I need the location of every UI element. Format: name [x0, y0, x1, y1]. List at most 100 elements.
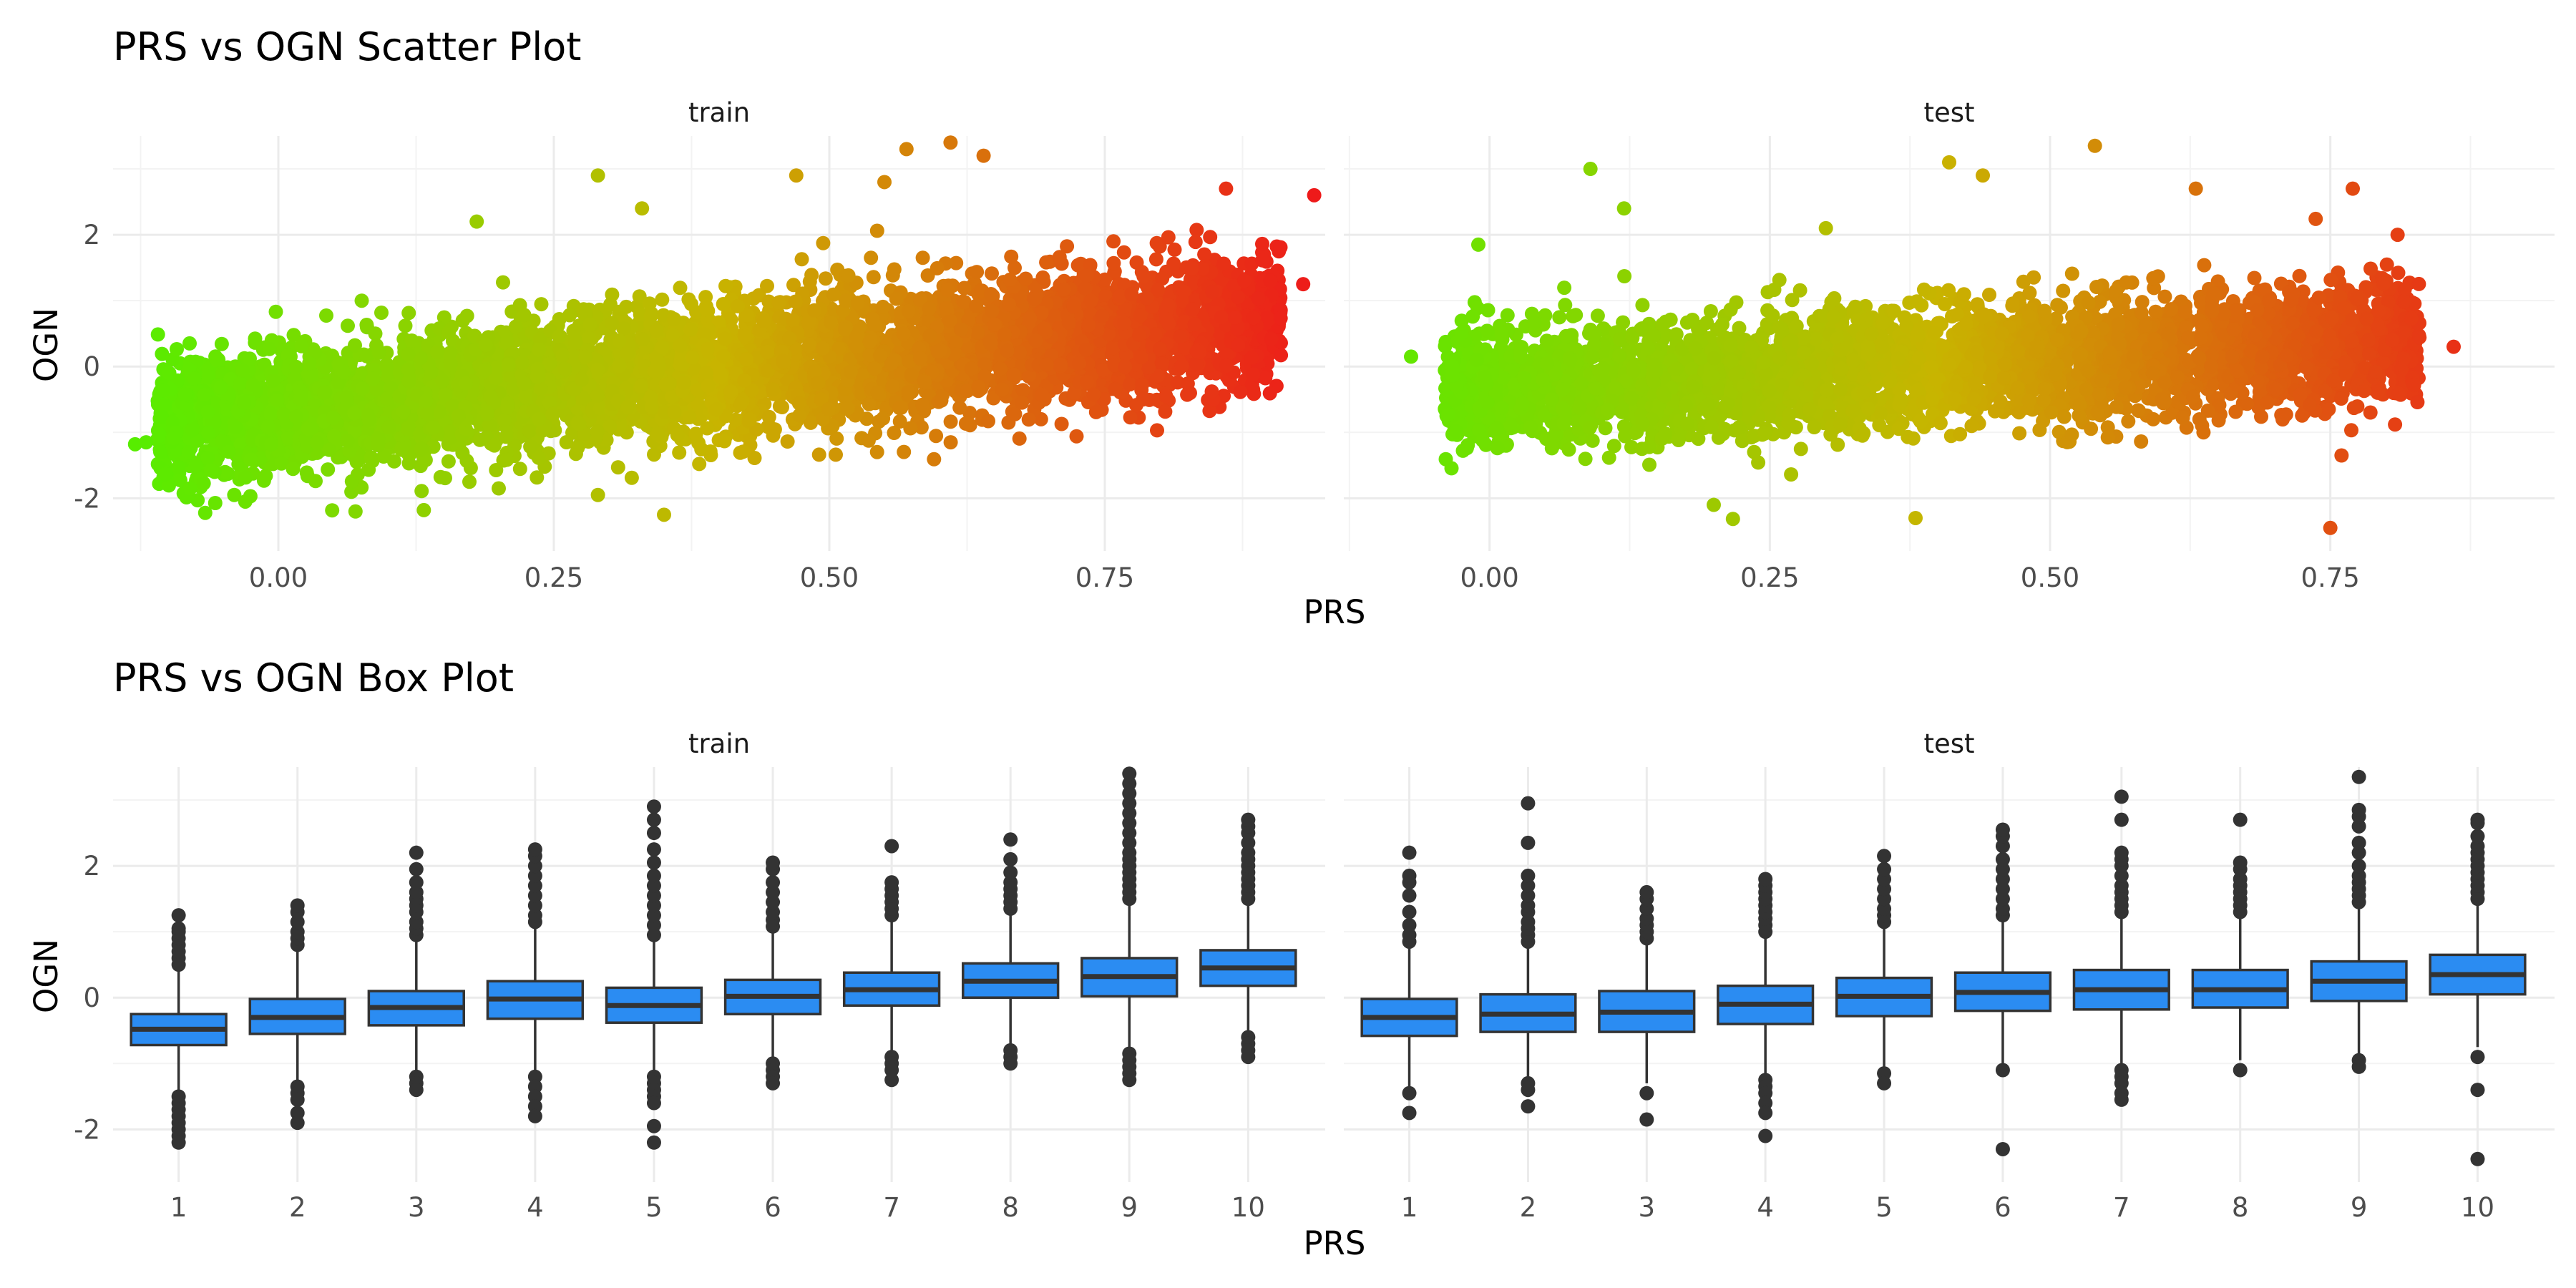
scatter-point	[829, 431, 844, 446]
scatter-point	[1204, 384, 1219, 399]
scatter-point	[581, 331, 596, 346]
scatter-point	[522, 424, 537, 439]
scatter-point	[286, 328, 301, 343]
scatter-point	[876, 411, 891, 426]
scatter-point	[624, 470, 639, 485]
scatter-point	[1054, 416, 1069, 431]
scatter-point	[319, 308, 333, 323]
scatter-point	[1158, 312, 1174, 326]
scatter-point	[517, 308, 532, 323]
scatter-point	[943, 435, 958, 450]
scatter-point	[1174, 358, 1189, 374]
scatter-points-train	[150, 223, 1289, 520]
scatter-point	[359, 348, 374, 364]
scatter-point	[605, 287, 620, 302]
scatter-point	[862, 334, 877, 349]
scatter-point	[867, 361, 882, 376]
scatter-point	[927, 452, 942, 467]
scatter-point	[430, 345, 444, 360]
scatter-point	[258, 469, 273, 484]
scatter-point	[887, 426, 902, 440]
scatter-point	[684, 296, 698, 311]
scatter-point	[1086, 387, 1101, 402]
scatter-point	[811, 447, 826, 462]
scatter-point	[948, 335, 963, 350]
scatter-point	[1158, 404, 1173, 419]
scatter-point	[794, 252, 809, 267]
scatter-point	[970, 265, 985, 280]
scatter-point	[1258, 371, 1273, 386]
scatter-point	[981, 414, 995, 429]
scatter-point	[443, 356, 458, 371]
scatter-point	[983, 287, 998, 301]
scatter-point	[667, 311, 682, 326]
scatter-point	[214, 336, 229, 351]
scatter-point	[717, 434, 732, 449]
scatter-point	[901, 303, 916, 318]
scatter-point	[958, 416, 973, 431]
scatter-point	[321, 462, 336, 477]
scatter-point	[1106, 234, 1121, 249]
scatter-point	[213, 380, 228, 395]
scatter-point	[1189, 223, 1204, 238]
scatter-point	[462, 474, 477, 489]
scatter-point	[1013, 345, 1028, 360]
scatter-point	[780, 434, 795, 449]
scatter-point	[150, 327, 165, 342]
scatter-point	[162, 366, 177, 381]
scatter-point	[692, 457, 707, 472]
scatter-point	[875, 299, 890, 314]
scatter-point	[368, 326, 383, 341]
scatter-point	[634, 379, 648, 394]
scatter-point	[676, 376, 691, 390]
scatter-point	[647, 364, 662, 379]
scatter-point	[396, 404, 411, 419]
scatter-point	[238, 470, 253, 485]
scatter-point	[325, 503, 340, 518]
scatter-point	[394, 442, 409, 457]
scatter-point	[1066, 299, 1081, 314]
scatter-point	[1166, 256, 1181, 271]
scatter-point	[555, 348, 570, 363]
scatter-point	[401, 306, 416, 321]
scatter-point	[1021, 412, 1036, 427]
scatter-point	[518, 389, 533, 404]
scatter-point	[760, 344, 775, 359]
scatter-point	[672, 445, 687, 460]
scatter-point	[170, 342, 184, 356]
scatter-point	[930, 260, 945, 275]
scatter-point	[398, 318, 413, 333]
scatter-point	[826, 287, 841, 302]
scatter-point	[348, 338, 362, 353]
scatter-point	[1154, 356, 1169, 371]
scatter-point	[694, 441, 709, 457]
scatter-point	[455, 446, 470, 460]
scatter-point	[1015, 383, 1030, 398]
scatter-point	[1187, 317, 1202, 332]
scatter-point	[723, 384, 738, 399]
scatter-point	[670, 427, 685, 442]
scatter-point	[970, 325, 985, 340]
scatter-point	[889, 291, 904, 306]
scatter-point	[233, 376, 248, 391]
scatter-point	[986, 391, 1001, 406]
scatter-point	[824, 315, 839, 330]
scatter-point	[265, 373, 280, 388]
scatter-point	[1035, 270, 1050, 285]
scatter-point	[771, 295, 786, 310]
scatter-point	[248, 331, 263, 346]
scatter-point	[647, 447, 661, 462]
scatter-point	[1244, 350, 1259, 365]
scatter-point	[245, 378, 260, 393]
scatter-point	[985, 266, 999, 281]
scatter-point	[1134, 377, 1149, 392]
scatter-point	[438, 387, 453, 402]
scatter-point	[326, 411, 341, 426]
scatter-point	[869, 444, 884, 459]
scatter-point	[901, 385, 916, 399]
scatter-point	[897, 444, 912, 459]
scatter-point	[459, 308, 474, 323]
scatter-point	[1183, 386, 1197, 401]
scatter-point	[344, 474, 359, 489]
scatter-point	[1255, 236, 1269, 251]
